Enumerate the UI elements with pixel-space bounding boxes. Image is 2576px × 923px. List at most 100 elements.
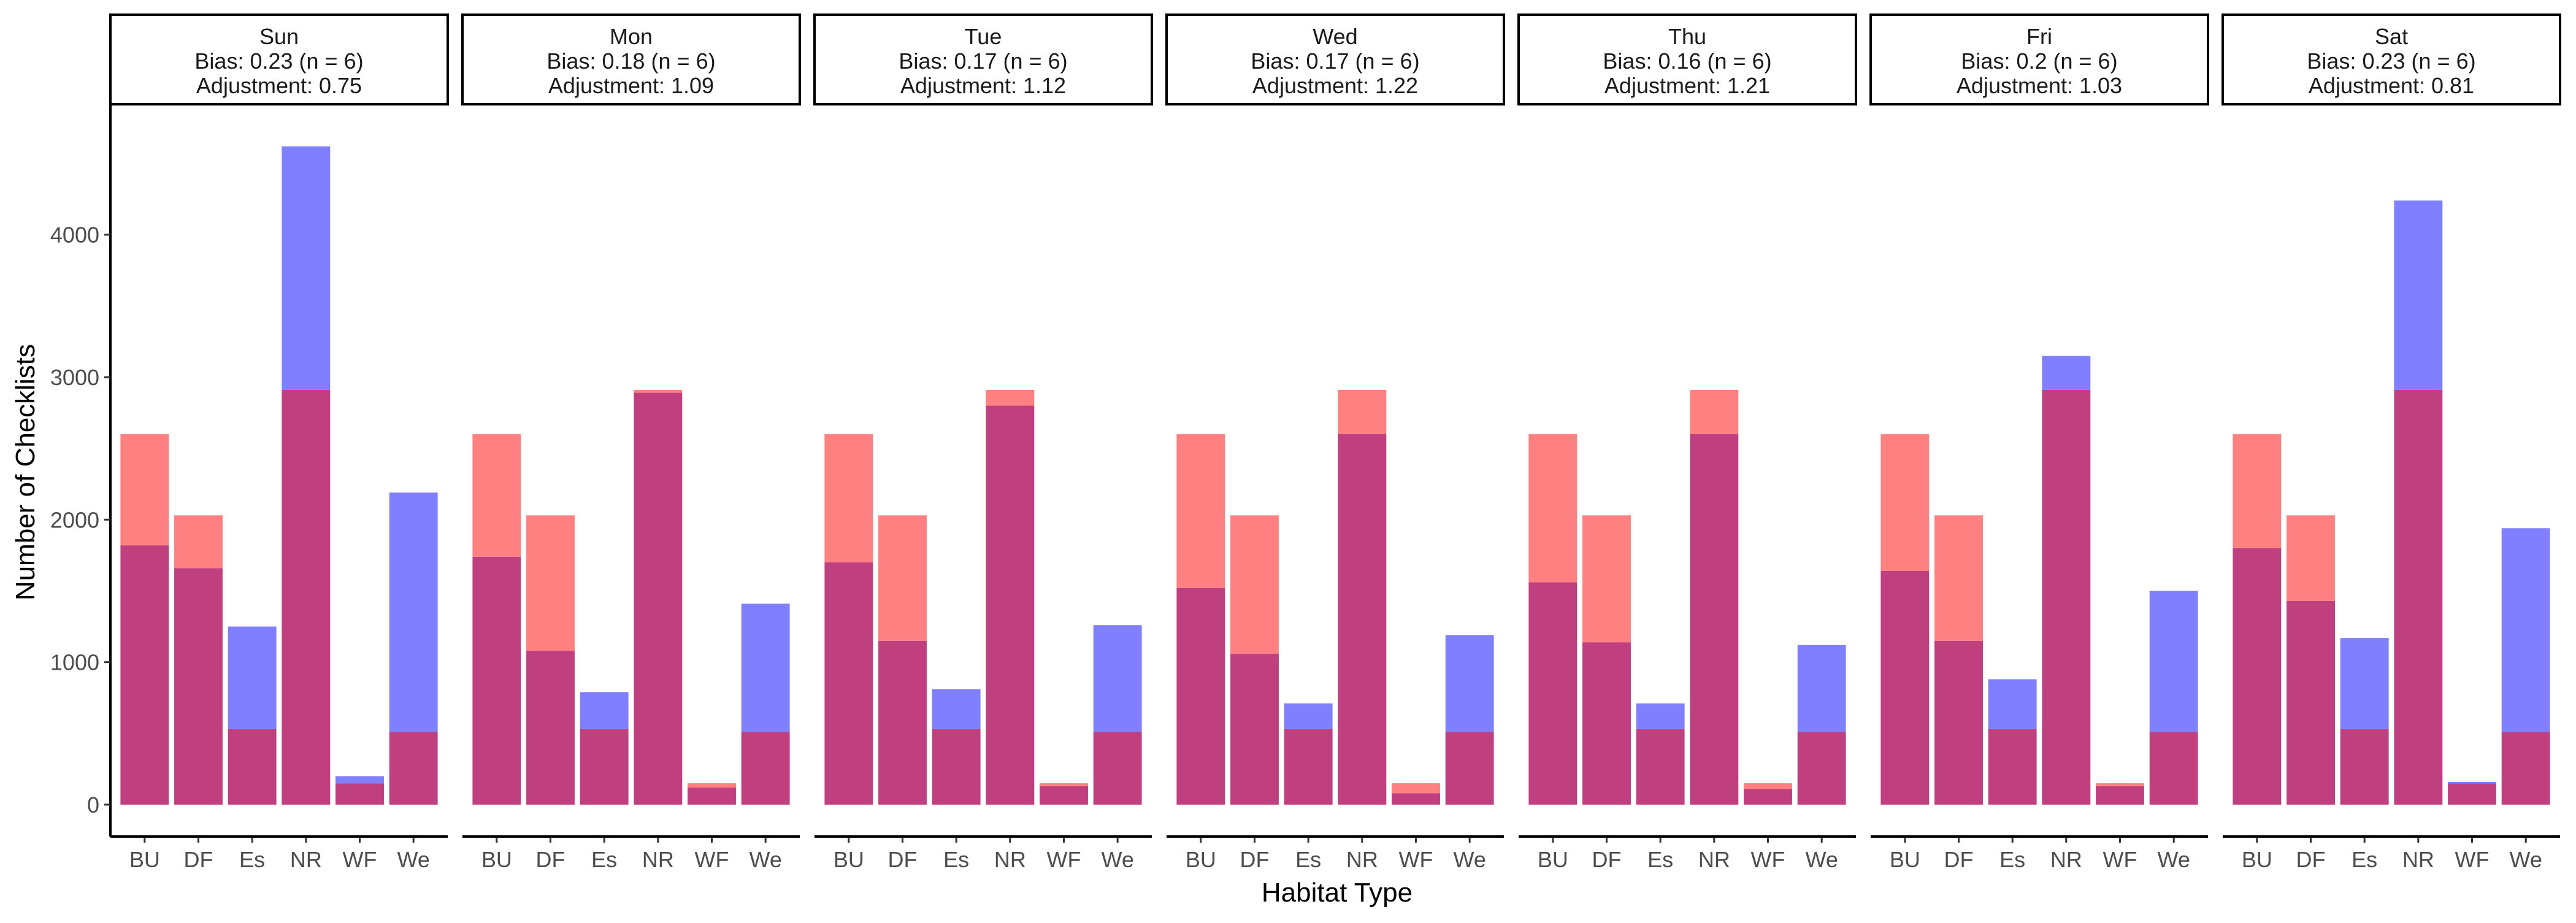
bar-overlap-bu [824,562,873,805]
bar-overlap-we [1445,732,1494,805]
x-tick-label: BU [1890,847,1920,872]
facet-adjustment-label: Adjustment: 1.12 [900,73,1066,98]
facet-adjustment-label: Adjustment: 0.81 [2309,73,2474,98]
facet-adjustment-label: Adjustment: 1.21 [1604,73,1770,98]
facet-strip [2221,13,2561,105]
bar-overlap-df [174,568,223,805]
bar-excess-bu [472,434,521,557]
y-axis: 0 1000 2000 3000 4000 [50,105,112,837]
x-tick-label: BU [481,847,512,872]
x-tick-label: DF [1240,847,1270,872]
x-tick-label: NR [994,847,1026,872]
bar-excess-nr [282,146,331,390]
bar-excess-es [580,692,629,729]
x-tick-label: Es [1647,847,1673,872]
x-tick-label: BU [1538,847,1568,872]
facet-bias-label: Bias: 0.18 (n = 6) [546,48,715,74]
bar-excess-bu [2233,434,2282,548]
bar-excess-es [228,626,277,729]
bar-excess-df [1934,515,1983,641]
bar-excess-we [389,492,438,732]
x-tick-label: We [2509,847,2542,872]
bar-overlap-nr [282,389,331,805]
bar-excess-es [2340,638,2389,729]
bar-overlap-wf [335,783,384,805]
facet-strip [1165,13,1505,105]
x-tick-label: Es [943,847,969,872]
x-tick-label: WF [1399,847,1433,872]
x-tick-label: NR [1698,847,1730,872]
facet-day-label: Wed [1313,24,1357,49]
bar-overlap-wf [2096,786,2144,805]
bar-excess-we [2149,591,2198,732]
x-tick-label: DF [1592,847,1622,872]
x-tick-label: Es [1999,847,2025,872]
facet-day-label: Thu [1668,24,1706,49]
bar-overlap-we [389,732,438,805]
bar-overlap-wf [688,787,736,805]
bar-overlap-df [526,651,575,805]
bar-overlap-es [580,729,629,805]
bar-overlap-nr [2394,389,2443,805]
bar-excess-bu [120,434,169,546]
bar-excess-es [932,689,981,729]
x-tick-label: We [1805,847,1838,872]
x-tick-label: NR [642,847,674,872]
bar-excess-nr [634,389,683,393]
y-tick-label: 2000 [50,507,99,532]
facet-strip [1869,13,2209,105]
bar-overlap-wf [1392,793,1440,805]
x-tick-label: WF [1047,847,1081,872]
y-tick-label: 4000 [50,223,99,248]
bar-excess-wf [2448,781,2496,784]
bar-overlap-es [1636,729,1685,805]
y-axis-label: Number of Checklists [10,344,40,600]
y-tick-label: 3000 [50,365,99,390]
bar-excess-bu [824,434,873,563]
facet-strip [461,13,801,105]
bar-excess-nr [2042,356,2091,390]
bar-overlap-nr [2042,389,2091,805]
bar-overlap-bu [2233,548,2282,805]
bar-excess-we [1797,645,1846,732]
bar-overlap-bu [120,545,169,805]
bar-overlap-we [2501,732,2550,805]
bar-excess-wf [1040,783,1088,786]
x-tick-label: NR [2050,847,2082,872]
x-tick-label: WF [1751,847,1785,872]
bar-overlap-bu [472,556,521,805]
x-tick-label: NR [2402,847,2434,872]
facet-day-label: Fri [2026,24,2052,49]
bar-excess-nr [986,389,1035,406]
bar-excess-df [2287,515,2335,601]
x-tick-label: NR [290,847,322,872]
bar-excess-wf [1392,783,1440,794]
bar-overlap-df [1582,642,1631,805]
bar-excess-we [2501,528,2550,732]
bar-overlap-es [932,729,981,805]
bar-excess-df [878,515,927,641]
bar-overlap-we [1797,732,1846,805]
bar-excess-bu [1880,434,1930,571]
bar-overlap-df [1934,640,1983,805]
x-tick-label: DF [888,847,918,872]
facet-day-label: Tue [965,24,1002,49]
x-tick-label: Es [239,847,265,872]
facet-bias-label: Bias: 0.23 (n = 6) [194,48,363,74]
x-tick-label: DF [184,847,213,872]
x-tick-label: WF [2103,847,2137,872]
facet-adjustment-label: Adjustment: 1.22 [1252,73,1418,98]
x-tick-label: WF [343,847,377,872]
bar-excess-nr [2394,200,2443,390]
bar-excess-we [741,603,790,732]
facet-strip [813,13,1153,105]
facet-strip [109,13,449,105]
facet-adjustment-label: Adjustment: 0.75 [196,73,362,98]
